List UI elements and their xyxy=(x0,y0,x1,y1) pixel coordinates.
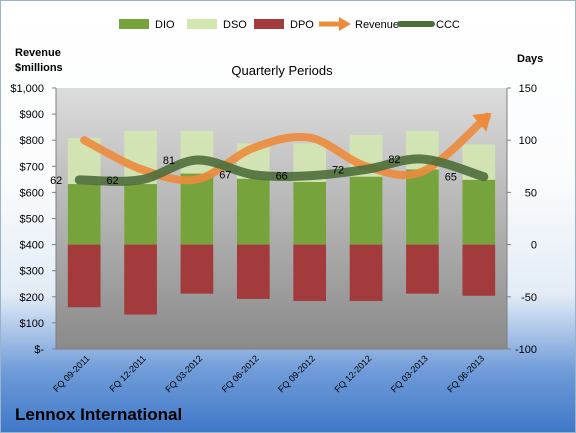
legend-swatch-arrowhead xyxy=(339,17,351,31)
legend-swatch xyxy=(187,19,217,29)
ccc-data-label: 62 xyxy=(50,175,62,187)
left-axis-label-line2: $millions xyxy=(15,62,63,74)
category-label: FQ 12-2012 xyxy=(332,353,373,394)
right-tick-label: 100 xyxy=(519,135,537,147)
left-tick-label: $600 xyxy=(20,187,44,199)
dpo-bar xyxy=(236,244,270,299)
dio-bar xyxy=(462,179,496,245)
dio-bar xyxy=(180,173,214,245)
category-label: FQ 09-2012 xyxy=(276,353,317,394)
right-axis-label: Days xyxy=(517,53,543,65)
legend-label: DPO xyxy=(290,19,314,31)
dpo-bar xyxy=(349,244,383,301)
left-tick-label: $100 xyxy=(20,318,44,330)
ccc-line xyxy=(74,154,489,186)
left-tick-label: $200 xyxy=(20,292,44,304)
legend-label: DSO xyxy=(223,19,247,31)
right-tick-label: -50 xyxy=(521,292,537,304)
ccc-data-label: 81 xyxy=(163,155,175,167)
dpo-bar xyxy=(180,244,214,294)
left-tick-label: $500 xyxy=(20,214,44,226)
dio-bar xyxy=(293,181,327,245)
ccc-data-label: 65 xyxy=(445,172,457,184)
category-label: FQ 06-2013 xyxy=(445,353,486,394)
category-label: FQ 03-2013 xyxy=(389,353,430,394)
left-tick-label: $900 xyxy=(20,109,44,121)
ccc-data-label: 66 xyxy=(276,171,288,183)
category-label: FQ 12-2011 xyxy=(107,353,148,394)
dpo-bar xyxy=(67,244,101,308)
legend-label: DIO xyxy=(155,19,175,31)
left-tick-label: $300 xyxy=(20,266,44,278)
left-axis-label-line1: Revenue xyxy=(15,47,61,59)
company-name: Lennox International xyxy=(15,405,183,424)
ccc-data-label: 82 xyxy=(388,154,400,166)
ccc-data-label: 62 xyxy=(106,175,118,187)
dio-bar xyxy=(67,184,101,245)
dio-bar xyxy=(406,169,439,245)
legend-label: CCC xyxy=(436,19,460,31)
left-tick-label: $400 xyxy=(20,240,44,252)
legend-swatch xyxy=(254,19,284,29)
revenue-arrowhead xyxy=(472,112,492,132)
dpo-bar xyxy=(462,244,496,296)
left-tick-label: $700 xyxy=(20,161,44,173)
revenue-line xyxy=(80,112,491,185)
dio-bar xyxy=(124,184,157,245)
plot-area xyxy=(56,88,507,349)
right-tick-label: -100 xyxy=(515,344,537,356)
legend-label: Revenue xyxy=(355,19,399,31)
dpo-bar xyxy=(293,244,327,301)
category-label: FQ 09-2011 xyxy=(51,353,92,394)
left-tick-label: $800 xyxy=(20,135,44,147)
ccc-data-label: 67 xyxy=(219,170,231,182)
left-tick-label: $1,000 xyxy=(10,83,44,95)
right-tick-label: 50 xyxy=(525,187,537,199)
category-label: FQ 03-2012 xyxy=(163,353,204,394)
right-tick-label: 0 xyxy=(531,240,537,252)
dio-bar xyxy=(236,178,270,245)
ccc-data-label: 72 xyxy=(332,164,344,176)
legend-swatch xyxy=(119,19,149,29)
dpo-bar xyxy=(124,244,157,315)
category-label: FQ 06-2012 xyxy=(220,353,261,394)
right-tick-label: 150 xyxy=(519,83,537,95)
dio-bar xyxy=(349,176,383,245)
left-tick-label: $- xyxy=(34,344,44,356)
dpo-bar xyxy=(406,244,439,294)
chart-title: Quarterly Periods xyxy=(231,63,333,78)
